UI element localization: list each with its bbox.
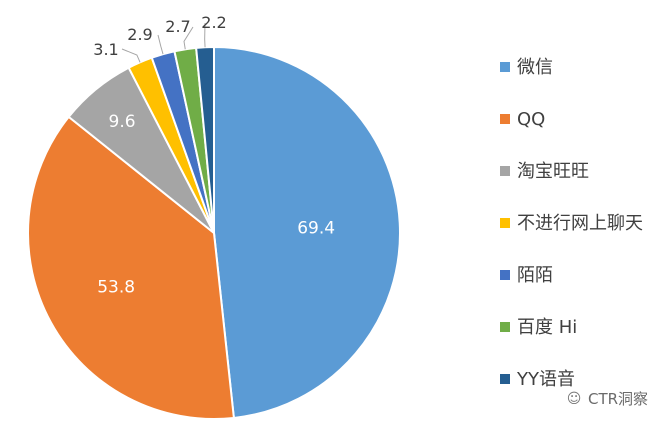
wechat-icon: ☺ — [565, 390, 583, 408]
data-label-2: 53.8 — [97, 278, 135, 298]
legend-swatch-3 — [500, 166, 510, 176]
legend-swatch-6 — [500, 322, 510, 332]
legend-swatch-5 — [500, 270, 510, 280]
legend-label-4: 不进行网上聊天 — [517, 213, 643, 234]
legend-label-2: QQ — [517, 109, 545, 130]
data-label-6: 2.7 — [165, 17, 190, 36]
legend-label-7: YY语音 — [516, 369, 575, 390]
legend-label-6: 百度 Hi — [517, 317, 577, 338]
legend-swatch-2 — [500, 114, 510, 124]
watermark-text: CTR洞察 — [588, 388, 648, 409]
legend-label-3: 淘宝旺旺 — [517, 161, 589, 182]
data-label-4: 3.1 — [93, 40, 118, 59]
legend-swatch-4 — [500, 218, 510, 228]
legend-swatch-7 — [500, 374, 510, 384]
legend-label-5: 陌陌 — [517, 265, 553, 286]
leader-line-5 — [158, 35, 163, 54]
data-label-5: 2.9 — [127, 25, 152, 44]
watermark: ☺ CTR洞察 — [565, 388, 648, 409]
leader-line-4 — [122, 49, 140, 62]
legend-swatch-1 — [500, 62, 510, 72]
data-label-7: 2.2 — [201, 13, 226, 32]
data-label-1: 69.4 — [297, 219, 335, 239]
legend-label-1: 微信 — [517, 57, 553, 78]
data-label-3: 9.6 — [109, 112, 136, 132]
